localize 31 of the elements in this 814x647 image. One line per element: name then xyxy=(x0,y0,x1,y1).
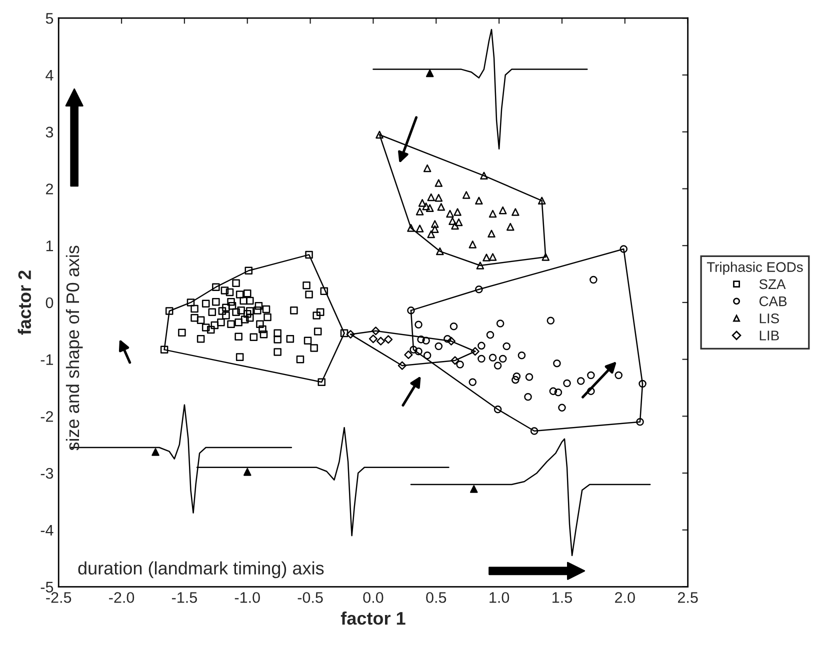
y-tick-label: 2 xyxy=(46,184,53,194)
y-tick-label: -1 xyxy=(40,354,54,365)
annotation: duration (landmark timing) axis xyxy=(78,561,324,578)
x-tick-label: 2.0 xyxy=(615,592,635,603)
y-tick-label: 3 xyxy=(46,126,54,138)
x-tick-label: 1.0 xyxy=(490,592,510,603)
annotation: size and shape of P0 axis xyxy=(66,246,83,450)
y-tick-label: -2 xyxy=(40,411,53,422)
y-tick-label: 0 xyxy=(46,297,54,308)
legend-label: LIS xyxy=(760,313,779,324)
y-axis-title: factor 2 xyxy=(18,270,32,335)
x-tick-label: 2.5 xyxy=(678,592,698,603)
y-tick-label: -3 xyxy=(40,468,54,479)
x-tick-label: -1.0 xyxy=(234,592,260,603)
x-tick-label: -2.0 xyxy=(109,592,134,603)
x-tick-label: -2.5 xyxy=(46,592,72,603)
legend-label: LIB xyxy=(760,330,779,340)
legend-label: CAB xyxy=(759,296,787,306)
legend-label: SZA xyxy=(759,279,786,290)
x-axis-title: factor 1 xyxy=(340,611,406,625)
x-tick-label: 1.5 xyxy=(552,592,572,603)
legend-title: Triphasic EODs xyxy=(706,262,803,275)
y-tick-label: -4 xyxy=(40,524,54,536)
x-tick-label: -1.5 xyxy=(172,592,197,603)
y-tick-label: 4 xyxy=(46,70,54,81)
x-tick-label: -0.5 xyxy=(298,592,323,603)
y-tick-label: 1 xyxy=(46,240,53,252)
y-tick-label: -5 xyxy=(40,582,54,593)
x-tick-label: 0.5 xyxy=(426,592,446,603)
y-tick-label: 5 xyxy=(46,13,54,24)
x-tick-label: 0.0 xyxy=(363,592,384,603)
